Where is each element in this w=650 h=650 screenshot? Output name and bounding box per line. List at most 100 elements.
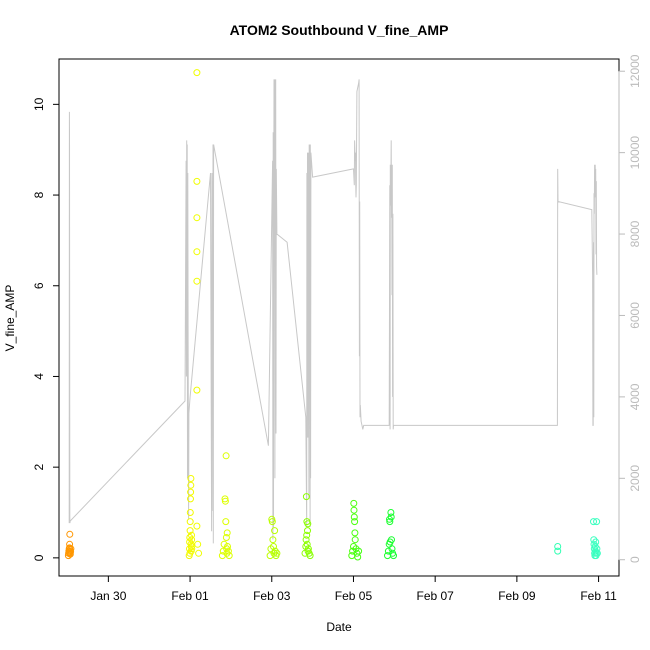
y2-tick-label: 6000 — [628, 302, 642, 329]
data-point — [303, 531, 311, 539]
data-point — [271, 547, 279, 555]
data-point — [186, 509, 194, 516]
data-point — [194, 540, 202, 548]
data-point — [224, 547, 232, 555]
plot-area-frame — [58, 58, 620, 577]
x-tick-label: Feb 07 — [416, 589, 454, 603]
y2-tick-label: 12000 — [628, 54, 642, 88]
data-point — [225, 552, 233, 560]
data-point — [187, 475, 195, 482]
y-tick-label: 6 — [32, 282, 46, 289]
data-point — [387, 513, 395, 521]
data-point — [592, 538, 600, 546]
data-point — [67, 548, 75, 555]
data-point — [350, 506, 358, 514]
data-point — [353, 549, 361, 557]
data-point — [186, 518, 194, 526]
data-point — [188, 531, 195, 539]
data-point — [273, 549, 281, 557]
data-point — [195, 549, 203, 557]
data-point — [188, 536, 196, 544]
data-point — [66, 540, 74, 548]
data-point — [193, 277, 201, 285]
data-point — [387, 509, 395, 516]
data-point — [590, 518, 597, 526]
data-point — [187, 488, 195, 496]
y2-tick-label: 0 — [628, 556, 642, 563]
x-axis: Jan 30 Feb 01 Feb 03 Feb 05 Feb 07 Feb 09 Feb … — [90, 575, 617, 603]
y2-tick-label: 2000 — [628, 465, 642, 492]
data-point — [350, 499, 358, 507]
data-point — [193, 177, 201, 185]
data-point — [193, 214, 201, 222]
data-point — [270, 543, 277, 550]
data-point — [223, 529, 231, 537]
y-axis-title: V_fine_AMP — [3, 285, 17, 352]
data-point — [187, 481, 195, 489]
data-point — [351, 536, 359, 544]
data-point — [390, 552, 397, 560]
data-point — [188, 545, 196, 553]
data-point — [66, 530, 74, 538]
scatter-points-layer — [64, 69, 601, 561]
chart-title: ATOM2 Southbound V_fine_AMP — [230, 22, 449, 38]
y-tick-label: 10 — [32, 97, 46, 111]
data-point — [66, 550, 74, 558]
data-point — [193, 386, 201, 394]
data-point — [384, 547, 392, 555]
data-point — [271, 527, 279, 535]
data-point — [268, 518, 276, 526]
x-axis-title: Date — [326, 620, 352, 634]
line-series-layer — [68, 79, 598, 544]
data-point — [221, 497, 229, 505]
data-point — [306, 552, 314, 560]
data-point — [354, 553, 362, 561]
data-point — [590, 536, 598, 544]
data-point — [224, 543, 231, 550]
y2-tick-label: 10000 — [628, 136, 642, 170]
data-point — [193, 248, 201, 256]
x-tick-label: Feb 05 — [335, 589, 373, 603]
data-point — [187, 540, 195, 548]
data-point — [593, 518, 601, 526]
y2-tick-label: 4000 — [628, 383, 642, 410]
data-point — [388, 545, 396, 553]
y-tick-label: 4 — [32, 373, 46, 380]
data-point — [302, 493, 310, 501]
data-point — [304, 545, 312, 553]
x-tick-label: Feb 09 — [498, 589, 536, 603]
data-point — [554, 547, 562, 555]
data-point — [303, 540, 311, 548]
data-point — [351, 529, 359, 537]
x-tick-label: Feb 03 — [253, 589, 291, 603]
data-point — [593, 549, 601, 557]
data-point — [222, 518, 230, 526]
data-point — [351, 518, 359, 526]
data-point — [187, 495, 194, 503]
data-point — [355, 547, 363, 555]
data-point — [304, 520, 312, 528]
x-tick-label: Jan 30 — [90, 589, 126, 603]
x-tick-label: Feb 11 — [580, 589, 617, 603]
data-point — [193, 522, 201, 530]
data-point — [222, 452, 230, 460]
y-axis-left: 0 2 4 6 8 10 — [32, 97, 60, 561]
data-point — [388, 536, 395, 544]
y2-tick-label: 8000 — [628, 220, 642, 247]
y-tick-label: 8 — [32, 191, 46, 198]
data-point — [350, 513, 358, 521]
data-point — [269, 536, 277, 544]
data-point — [554, 543, 562, 550]
x-tick-label: Feb 01 — [171, 589, 209, 603]
y-tick-label: 2 — [32, 464, 46, 471]
data-point — [193, 69, 201, 77]
y-axis-right: 0 2000 4000 6000 8000 10000 12000 — [618, 54, 642, 563]
data-point — [67, 545, 75, 553]
data-point — [593, 545, 601, 553]
y-tick-label: 0 — [32, 554, 46, 561]
data-point — [302, 536, 310, 544]
data-point — [186, 527, 194, 535]
series-line — [68, 79, 598, 544]
data-point — [386, 518, 394, 526]
